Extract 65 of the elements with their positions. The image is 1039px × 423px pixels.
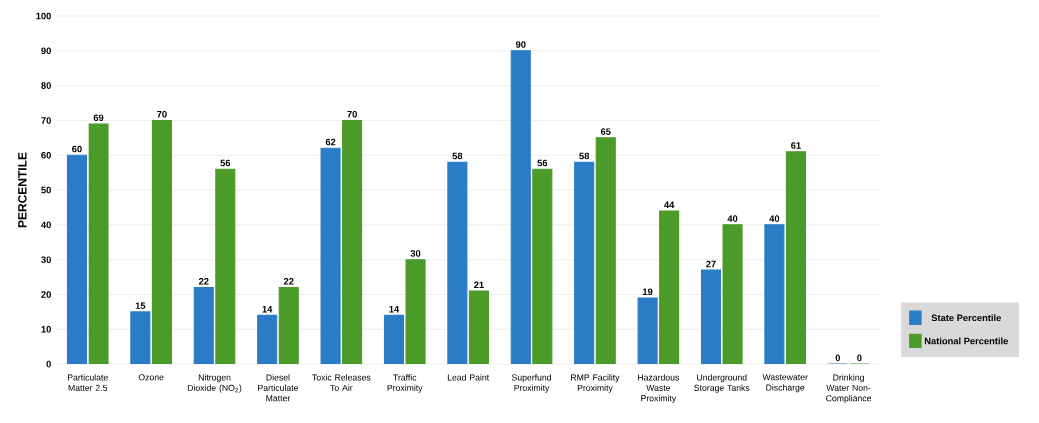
- y-axis-title: PERCENTILE: [18, 152, 27, 228]
- bar: [785, 151, 807, 365]
- data-label: 0: [857, 354, 862, 362]
- y-tick-label: 100: [36, 12, 51, 20]
- data-label: 61: [791, 142, 801, 149]
- bar: [215, 168, 236, 365]
- data-label: 58: [452, 152, 463, 160]
- y-tick-label: 10: [41, 326, 51, 333]
- data-label: 58: [579, 152, 590, 160]
- data-label: 70: [157, 111, 167, 118]
- data-label: 70: [347, 111, 357, 118]
- y-tick-label: 70: [41, 117, 51, 124]
- bar: [659, 210, 680, 365]
- bar: [532, 168, 553, 365]
- data-label: 40: [727, 215, 738, 223]
- bar: [595, 137, 616, 365]
- y-tick-label: 50: [41, 186, 51, 194]
- data-label: 19: [642, 288, 653, 296]
- bar: [722, 224, 743, 365]
- data-label: 27: [706, 260, 716, 268]
- x-tick-label: Superfund Proximity: [511, 374, 551, 393]
- data-label: 40: [769, 215, 780, 223]
- legend-label: State Percentile: [931, 314, 1001, 322]
- data-label: 60: [72, 145, 82, 153]
- data-label: 14: [262, 306, 273, 313]
- x-tick-label: Wastewater Discharge: [762, 374, 808, 393]
- x-tick-label: RMP Facility Proximity: [571, 374, 620, 393]
- y-tick-label: 20: [41, 291, 51, 298]
- x-tick-label: Hazardous Waste Proximity: [638, 374, 679, 404]
- data-label: 44: [664, 201, 675, 209]
- data-label: 15: [135, 302, 146, 310]
- data-label: 62: [325, 138, 336, 146]
- data-label: 0: [835, 354, 841, 362]
- data-label: 21: [474, 281, 484, 289]
- x-tick-label: Traffic Proximity: [387, 374, 423, 393]
- legend-label: National Percentile: [924, 337, 1008, 345]
- data-label: 56: [220, 159, 231, 167]
- data-label: 65: [600, 128, 611, 135]
- y-tick-label: 40: [41, 221, 51, 229]
- bar: [151, 119, 172, 365]
- bar: [88, 123, 109, 365]
- x-tick-label: Lead Paint: [447, 374, 490, 381]
- x-tick-label: Ozone: [138, 374, 164, 381]
- y-tick-label: 0: [46, 360, 51, 368]
- y-tick-label: 60: [41, 152, 51, 159]
- x-tick-label: Toxic Releases To Air: [312, 374, 371, 392]
- x-tick-label: Diesel Particulate Matter: [258, 374, 299, 402]
- data-label: 14: [389, 306, 400, 313]
- bar: [405, 259, 426, 365]
- data-label: 56: [537, 159, 548, 167]
- x-tick-label: Nitrogen Dioxide (NO$_{2}$): [187, 374, 242, 393]
- data-label: 69: [93, 114, 104, 122]
- y-tick-label: 80: [41, 82, 51, 90]
- data-label: 90: [515, 41, 526, 48]
- x-tick-label: Particulate Matter 2.5: [67, 374, 108, 392]
- bar: [342, 119, 363, 365]
- data-label: 22: [198, 278, 209, 285]
- y-tick-label: 30: [41, 256, 51, 264]
- data-label: 22: [283, 278, 294, 285]
- bar: [278, 287, 299, 365]
- bar: [468, 290, 489, 365]
- x-tick-label: Underground Storage Tanks: [694, 374, 750, 393]
- x-tick-label: Drinking Water Non-Compliance: [826, 374, 872, 404]
- y-tick-label: 90: [41, 47, 51, 55]
- data-label: 30: [410, 250, 421, 257]
